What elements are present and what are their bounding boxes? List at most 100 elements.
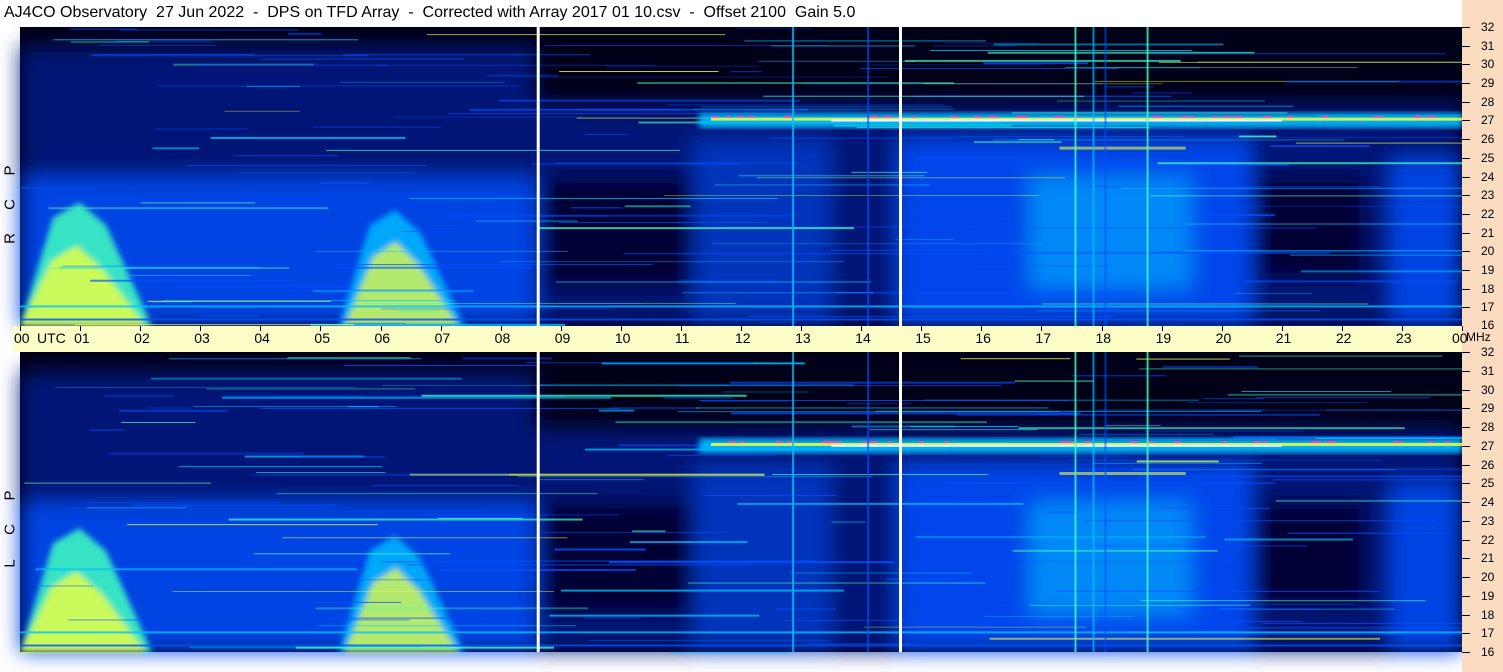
time-tick [20, 326, 21, 331]
freq-tick-label: 16 [1481, 645, 1495, 659]
freq-tick-label: 25 [1481, 476, 1495, 491]
time-tick-label: 10 [614, 330, 631, 346]
rcp-label-letter: C [1, 198, 19, 210]
time-tick [140, 326, 142, 331]
freq-tick [1462, 120, 1470, 122]
lcp-label-letter: L [1, 559, 19, 568]
freq-tick-label: 32 [1481, 345, 1495, 359]
band-27mhz [20, 438, 1462, 647]
time-tick [1221, 326, 1223, 331]
time-tick [620, 326, 622, 331]
freq-tick [1462, 269, 1470, 271]
freq-tick [1462, 483, 1470, 485]
freq-tick-label: 30 [1481, 382, 1495, 397]
freq-tick [1462, 176, 1470, 178]
time-tick [1161, 326, 1163, 331]
freq-tick [1462, 195, 1470, 197]
freq-tick [1462, 83, 1470, 85]
frequency-axis [1462, 0, 1503, 672]
time-tick-label: 00 [1452, 330, 1468, 346]
title-bar [0, 0, 1462, 26]
freq-tick-label: 30 [1481, 57, 1495, 72]
time-tick [440, 326, 442, 331]
time-unit-label: UTC [37, 330, 66, 346]
freq-tick-label: 24 [1481, 495, 1495, 509]
time-tick [560, 326, 562, 331]
freq-tick-label: 27 [1481, 438, 1495, 453]
time-tick [981, 326, 983, 331]
freq-tick-label: 21 [1481, 551, 1495, 566]
freq-tick-label: 28 [1481, 420, 1495, 434]
freq-tick [1462, 520, 1470, 522]
time-tick-label: 21 [1275, 330, 1292, 346]
freq-tick-label: 23 [1481, 513, 1495, 528]
time-tick-label: 03 [194, 330, 210, 346]
time-tick [741, 326, 742, 331]
freq-tick-label: 31 [1481, 363, 1495, 378]
freq-tick [1462, 213, 1470, 215]
freq-tick [1462, 445, 1470, 447]
freq-tick [1462, 633, 1470, 635]
time-tick [500, 326, 502, 331]
time-tick-label: 05 [314, 330, 330, 346]
freq-tick-label: 22 [1481, 206, 1495, 221]
freq-tick-label: 22 [1481, 532, 1495, 547]
time-tick [1281, 326, 1283, 331]
freq-tick [1462, 101, 1470, 103]
freq-tick [1462, 64, 1470, 66]
freq-tick [1462, 352, 1470, 353]
freq-tick-label: 28 [1481, 94, 1495, 109]
time-tick-label: 08 [494, 330, 511, 346]
freq-tick-label: 17 [1481, 300, 1495, 315]
time-tick [320, 326, 322, 331]
freq-tick-label: 29 [1481, 76, 1495, 91]
time-tick-label: 09 [554, 330, 571, 346]
time-tick [80, 326, 82, 331]
time-tick [921, 326, 923, 331]
freq-tick [1462, 27, 1470, 28]
freq-tick [1462, 251, 1470, 253]
freq-tick-label: 24 [1481, 169, 1495, 184]
time-tick-label: 22 [1335, 330, 1352, 346]
time-tick [1101, 326, 1103, 331]
freq-tick [1462, 288, 1470, 290]
rcp-label-letter: R [1, 232, 19, 244]
freq-tick-label: 17 [1481, 626, 1495, 641]
lcp-label-letter: P [1, 490, 19, 501]
chart-title: AJ4CO Observatory 27 Jun 2022 - DPS on T… [4, 4, 856, 21]
freq-tick-label: 19 [1481, 262, 1495, 277]
time-tick-label: 07 [434, 330, 451, 346]
freq-tick-label: 21 [1481, 225, 1495, 240]
time-tick-label: 16 [975, 330, 991, 346]
time-tick-label: 01 [74, 330, 90, 346]
freq-tick-label: 32 [1481, 20, 1495, 34]
freq-tick-label: 16 [1481, 318, 1495, 332]
freq-tick-label: 26 [1481, 132, 1495, 147]
freq-tick [1462, 539, 1470, 541]
freq-tick-label: 23 [1481, 188, 1495, 203]
time-tick-label: 14 [855, 330, 871, 346]
band-27mhz [20, 112, 1462, 321]
time-tick-label: 19 [1155, 330, 1172, 346]
freq-tick [1462, 157, 1470, 159]
freq-tick [1462, 652, 1470, 653]
ionosphere-glow [20, 45, 1462, 326]
freq-tick [1462, 595, 1470, 597]
freq-tick [1462, 427, 1470, 428]
lcp-panel [20, 352, 1462, 654]
time-tick [1341, 326, 1343, 331]
freq-tick-label: 26 [1481, 457, 1495, 472]
freq-tick-label: 25 [1481, 150, 1495, 165]
time-tick-label: 00 [14, 330, 30, 346]
freq-tick-label: 20 [1481, 570, 1495, 584]
time-tick-label: 23 [1395, 330, 1412, 346]
freq-tick [1462, 502, 1470, 503]
time-tick-label: 04 [254, 330, 270, 346]
time-tick [801, 326, 803, 331]
freq-tick [1462, 389, 1470, 391]
freq-tick-label: 20 [1481, 244, 1495, 259]
time-tick [260, 326, 262, 331]
freq-tick [1462, 307, 1470, 309]
time-tick [1462, 326, 1463, 331]
